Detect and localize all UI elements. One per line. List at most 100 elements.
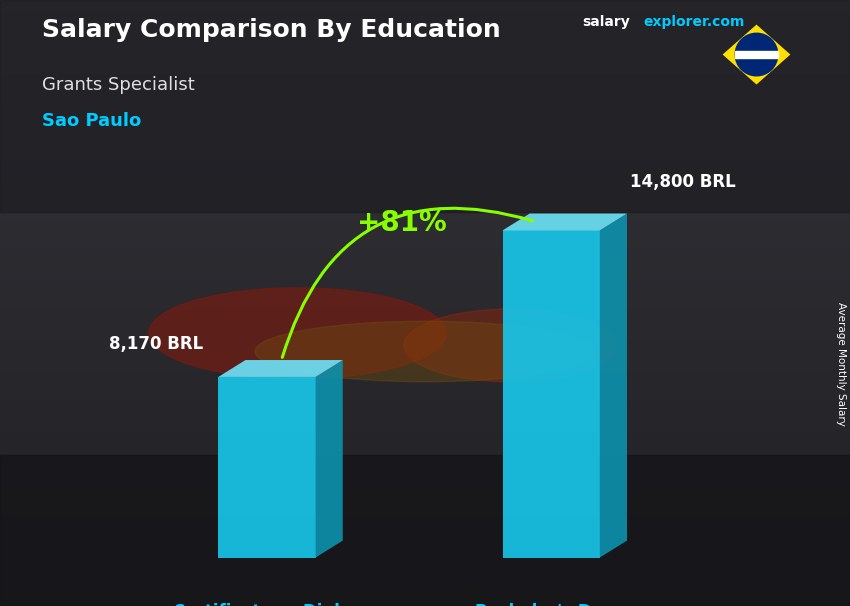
Text: Certificate or Diploma: Certificate or Diploma [173,602,380,606]
Bar [0,79,850,85]
Bar [0,188,850,194]
Ellipse shape [255,321,595,382]
Bar [0,36,850,42]
Bar [0,285,850,291]
Bar [0,212,850,218]
Bar [0,430,850,436]
Bar [0,103,850,109]
Bar [0,261,850,267]
Bar [0,503,850,509]
Bar [0,206,850,212]
Bar [0,521,850,527]
Bar [0,364,850,370]
Text: Average Monthly Salary: Average Monthly Salary [836,302,846,425]
Polygon shape [722,25,790,84]
Bar [0,570,850,576]
Bar [0,30,850,36]
Text: salary: salary [582,15,630,29]
Polygon shape [502,213,627,230]
Bar [0,576,850,582]
Bar [0,515,850,521]
Bar [0,279,850,285]
Bar [0,309,850,315]
Bar [0,121,850,127]
Bar [0,564,850,570]
Bar [0,145,850,152]
Bar [0,454,850,606]
Bar [0,48,850,55]
Bar [0,551,850,558]
Bar [0,388,850,394]
Bar [0,479,850,485]
Bar [0,303,850,309]
Bar [0,61,850,67]
Bar [0,582,850,588]
Bar [0,509,850,515]
Bar [0,558,850,564]
Bar [0,418,850,424]
Bar [0,315,850,321]
Bar [0,0,850,212]
Bar [0,327,850,333]
Bar [0,6,850,12]
Bar [0,400,850,406]
Bar [0,339,850,345]
Polygon shape [600,213,627,558]
Bar [0,533,850,539]
Bar [0,297,850,303]
Bar [0,176,850,182]
Text: Sao Paulo: Sao Paulo [42,112,142,130]
Ellipse shape [149,288,446,379]
Bar [0,594,850,600]
Text: 14,800 BRL: 14,800 BRL [630,173,735,191]
Text: Bachelor's Degree: Bachelor's Degree [475,602,646,606]
Bar [0,158,850,164]
Bar [0,448,850,454]
Bar [0,382,850,388]
Bar [0,73,850,79]
Bar [0,497,850,503]
Bar [0,115,850,121]
Bar [0,0,850,6]
Bar [0,539,850,545]
Bar [0,436,850,442]
Bar [0,333,850,339]
Bar [0,230,850,236]
Text: +81%: +81% [357,210,446,238]
Bar [0,491,850,497]
Polygon shape [218,377,315,558]
Bar [0,182,850,188]
Bar [0,527,850,533]
Bar [735,52,778,58]
Bar [0,321,850,327]
Bar [0,12,850,18]
Bar [0,255,850,261]
Bar [0,600,850,606]
Bar [0,485,850,491]
Bar [0,24,850,30]
Bar [0,127,850,133]
Bar [0,85,850,91]
Polygon shape [315,360,343,558]
Bar [0,454,850,461]
Text: Grants Specialist: Grants Specialist [42,76,196,94]
Bar [0,467,850,473]
Bar [0,67,850,73]
Bar [0,461,850,467]
Bar [0,133,850,139]
Bar [0,267,850,273]
Text: Salary Comparison By Education: Salary Comparison By Education [42,18,501,42]
Bar [0,442,850,448]
Bar [0,91,850,97]
Circle shape [735,33,778,76]
Bar [0,236,850,242]
Bar [0,406,850,412]
Bar [0,200,850,206]
Bar [0,351,850,358]
Bar [0,55,850,61]
Bar [0,97,850,103]
Bar [0,164,850,170]
Text: 8,170 BRL: 8,170 BRL [109,335,203,353]
Bar [0,545,850,551]
Bar [0,224,850,230]
